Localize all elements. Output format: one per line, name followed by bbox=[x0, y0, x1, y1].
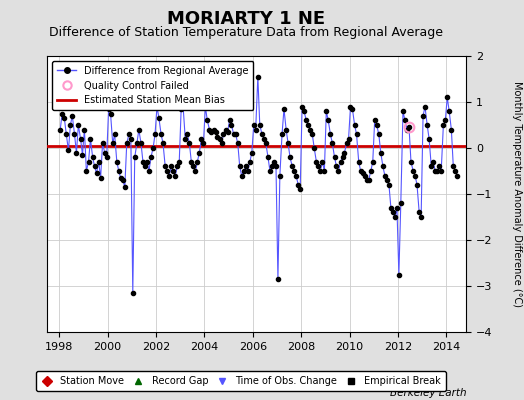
Legend: Difference from Regional Average, Quality Control Failed, Estimated Station Mean: Difference from Regional Average, Qualit… bbox=[52, 61, 254, 110]
Text: Berkeley Earth: Berkeley Earth bbox=[390, 388, 466, 398]
Text: MORIARTY 1 NE: MORIARTY 1 NE bbox=[167, 10, 325, 28]
Y-axis label: Monthly Temperature Anomaly Difference (°C): Monthly Temperature Anomaly Difference (… bbox=[512, 81, 522, 307]
Text: Difference of Station Temperature Data from Regional Average: Difference of Station Temperature Data f… bbox=[49, 26, 443, 39]
Legend: Station Move, Record Gap, Time of Obs. Change, Empirical Break: Station Move, Record Gap, Time of Obs. C… bbox=[36, 372, 446, 391]
